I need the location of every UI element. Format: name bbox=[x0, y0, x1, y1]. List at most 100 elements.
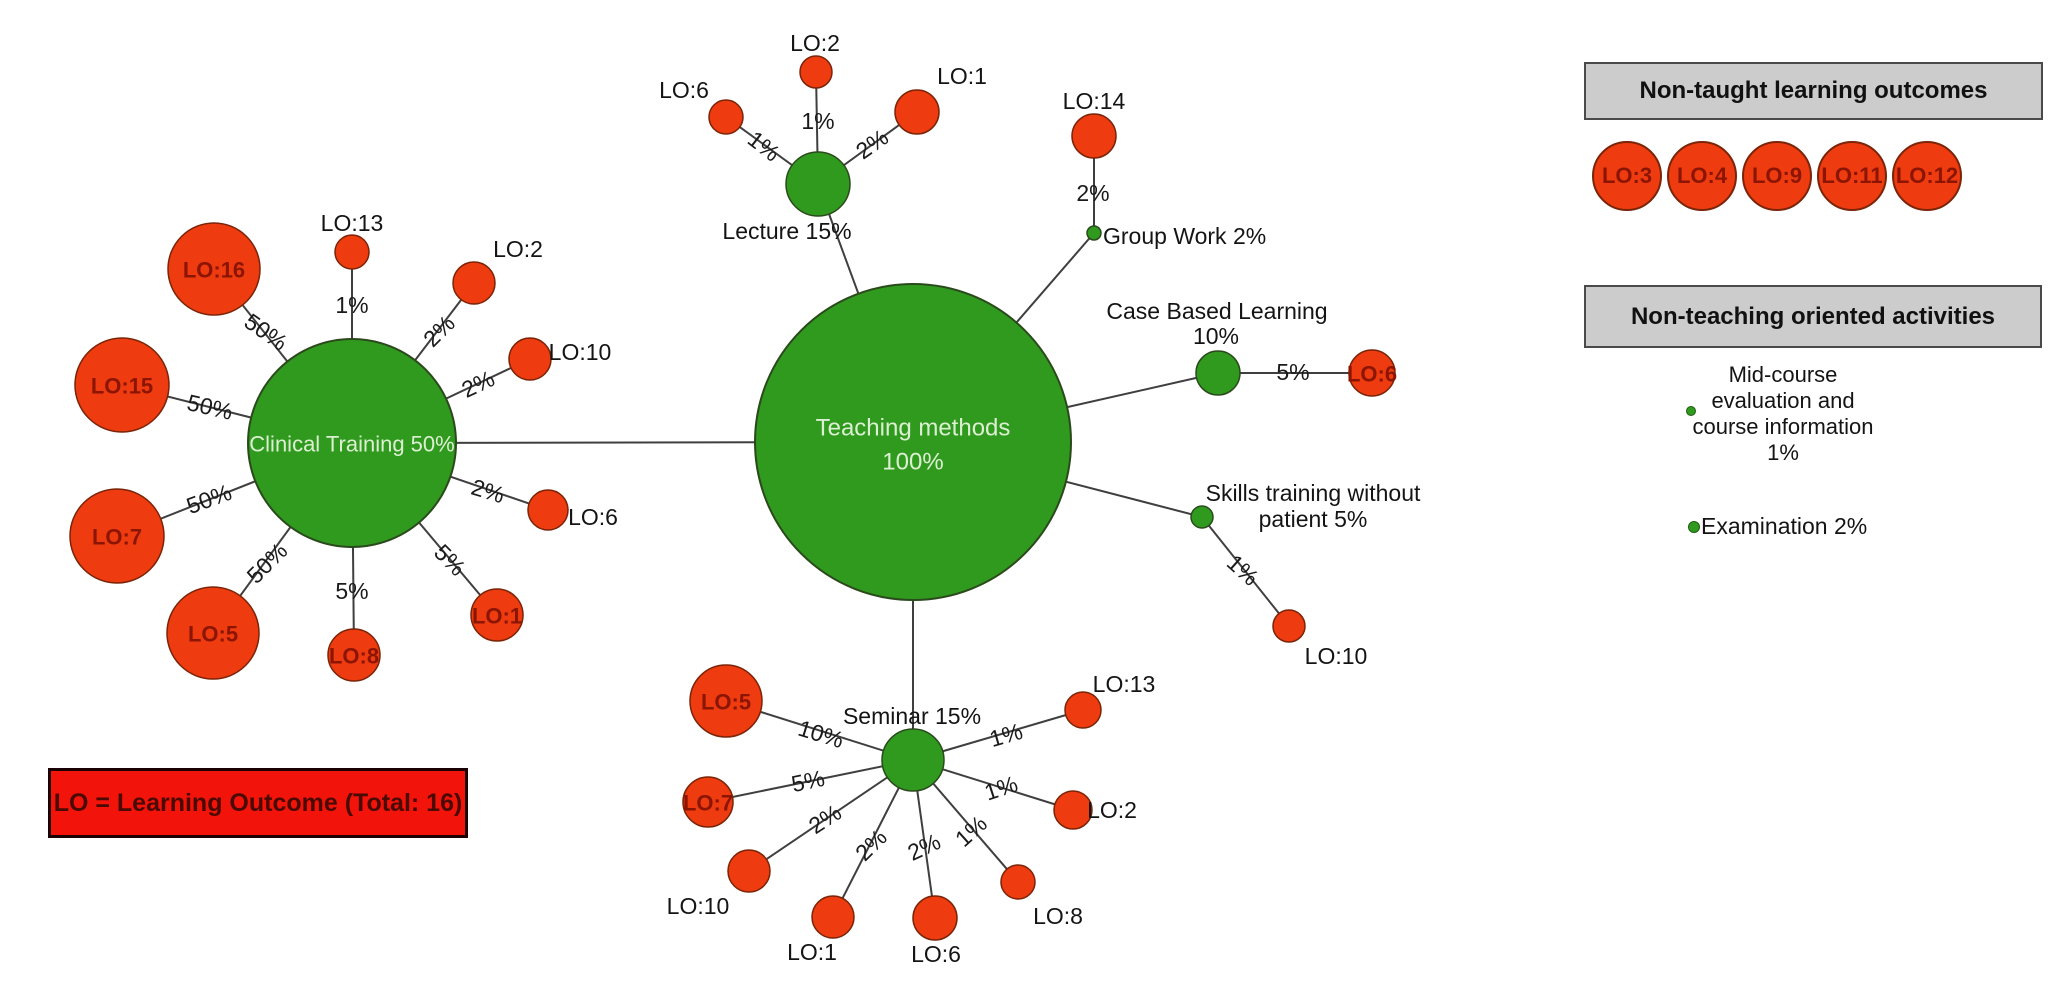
edge-seminar-sem-lo7 bbox=[707, 759, 914, 803]
node-cl-lo15 bbox=[74, 337, 170, 433]
node-sem-lo13 bbox=[1064, 691, 1102, 729]
label-lo-8-19: LO:8 bbox=[1033, 903, 1083, 929]
edge-label-groupwork-gw-lo14: 2% bbox=[1076, 180, 1109, 206]
label-patient-5--13: patient 5% bbox=[1259, 506, 1368, 532]
edge-label-lecture-lec-lo6: 1% bbox=[743, 126, 785, 167]
edge-seminar-sem-lo10 bbox=[748, 759, 914, 872]
label-lo-13-0: LO:13 bbox=[321, 210, 384, 236]
label-lo-6-3: LO:6 bbox=[568, 504, 618, 530]
label-10--11: 10% bbox=[1193, 323, 1239, 349]
label-lo-1-6: LO:1 bbox=[937, 63, 987, 89]
node-label-cl-lo15: LO:15 bbox=[91, 374, 153, 399]
edge-label-skills-sk-lo10: 1% bbox=[1222, 549, 1264, 591]
edge-label-seminar-sem-lo13: 1% bbox=[986, 718, 1025, 752]
examination-item: Examination 2% bbox=[1688, 513, 1867, 540]
label-lecture-15--7: Lecture 15% bbox=[722, 218, 851, 244]
midcourse-line-3: course information bbox=[1692, 414, 1874, 439]
node-label-sem-lo7: LO:7 bbox=[683, 791, 733, 816]
non-taught-lo-2: LO:4 bbox=[1667, 141, 1737, 211]
node-label-sem-lo5: LO:5 bbox=[701, 690, 751, 715]
node-sem-lo8 bbox=[1000, 864, 1036, 900]
node-cl-lo6 bbox=[527, 489, 569, 531]
non-taught-lo-4: LO:11 bbox=[1817, 141, 1887, 211]
edge-label-seminar-sem-lo6: 2% bbox=[903, 828, 944, 866]
node-sem-lo10 bbox=[727, 849, 771, 893]
hub-label-teaching-0: Teaching methods bbox=[816, 415, 1011, 442]
node-cl-lo13 bbox=[334, 234, 370, 270]
node-label-cl-lo7: LO:7 bbox=[92, 525, 142, 550]
node-label-cl-lo16: LO:16 bbox=[183, 258, 245, 283]
edge-label-clinical-cl-lo10: 2% bbox=[457, 365, 498, 403]
legend-non-taught-header-box: Non-taught learning outcomes bbox=[1584, 62, 2043, 120]
edge-label-clinical-cl-lo5: 50% bbox=[242, 538, 293, 589]
hub-label-teaching-1: 100% bbox=[882, 449, 943, 476]
node-cl-lo2 bbox=[452, 261, 496, 305]
node-cl-lo10 bbox=[508, 337, 552, 381]
label-lo-14-8: LO:14 bbox=[1063, 88, 1126, 114]
midcourse-line-4: 1% bbox=[1767, 440, 1799, 465]
midcourse-line-2: evaluation and bbox=[1711, 388, 1855, 413]
node-lecture bbox=[785, 151, 851, 217]
node-cl-lo5 bbox=[166, 586, 260, 680]
label-lo-6-18: LO:6 bbox=[911, 941, 961, 967]
non-taught-lo-3: LO:9 bbox=[1742, 141, 1812, 211]
node-sem-lo7 bbox=[682, 776, 734, 828]
label-lo-10-16: LO:10 bbox=[667, 893, 730, 919]
edge-label-casebased-cb-lo6: 5% bbox=[1276, 359, 1309, 385]
label-lo-2-5: LO:2 bbox=[790, 30, 840, 56]
node-label-cl-lo5: LO:5 bbox=[188, 622, 238, 647]
midcourse-item: Mid-course evaluation and course informa… bbox=[1653, 362, 1913, 466]
node-skills bbox=[1190, 505, 1214, 529]
node-lec-lo2 bbox=[799, 55, 833, 89]
midcourse-bullet-icon bbox=[1686, 406, 1696, 416]
edge-label-clinical-cl-lo8: 5% bbox=[335, 578, 368, 604]
non-taught-lo-1: LO:3 bbox=[1592, 141, 1662, 211]
node-lec-lo6 bbox=[708, 99, 744, 135]
edge-label-seminar-sem-lo1: 2% bbox=[850, 824, 892, 866]
edge-label-lecture-lec-lo2: 1% bbox=[801, 108, 834, 134]
legend-non-teaching-header-box: Non-teaching oriented activities bbox=[1584, 285, 2042, 348]
edge-label-clinical-cl-lo15: 50% bbox=[185, 389, 236, 425]
lo-footnote-box: LO = Learning Outcome (Total: 16) bbox=[48, 768, 468, 838]
non-taught-lo-5: LO:12 bbox=[1892, 141, 1962, 211]
edge-label-clinical-cl-lo2: 2% bbox=[418, 310, 460, 352]
label-lo-1-17: LO:1 bbox=[787, 939, 837, 965]
label-skills-training-without-12: Skills training without bbox=[1206, 480, 1421, 506]
edge-label-lecture-lec-lo1: 2% bbox=[851, 124, 893, 164]
edge-label-clinical-cl-lo13: 1% bbox=[335, 292, 368, 318]
edge-label-clinical-cl-lo7: 50% bbox=[183, 479, 235, 519]
node-label-cb-lo6: LO:6 bbox=[1347, 362, 1397, 387]
node-label-cl-lo1: LO:1 bbox=[472, 604, 522, 629]
edge-label-seminar-sem-lo2: 1% bbox=[981, 770, 1021, 805]
non-taught-lo-row: LO:3 LO:4 LO:9 LO:11 LO:12 bbox=[1592, 141, 1962, 211]
hub-label-clinical-0: Clinical Training 50% bbox=[249, 432, 454, 457]
node-sk-lo10 bbox=[1272, 609, 1306, 643]
node-cl-lo7 bbox=[69, 488, 165, 584]
edge-label-seminar-sem-lo5: 10% bbox=[795, 715, 847, 753]
node-sem-lo2 bbox=[1053, 790, 1093, 830]
edge-skills-sk-lo10 bbox=[1201, 516, 1290, 627]
node-clinical bbox=[247, 338, 457, 548]
lo-footnote-text: LO = Learning Outcome (Total: 16) bbox=[53, 788, 463, 817]
legend-non-taught-title: Non-taught learning outcomes bbox=[1639, 77, 1988, 104]
examination-label: Examination 2% bbox=[1701, 513, 1868, 539]
label-lo-2-1: LO:2 bbox=[493, 236, 543, 262]
node-cl-lo1 bbox=[470, 588, 524, 642]
edge-label-seminar-sem-lo7: 5% bbox=[789, 765, 827, 797]
label-lo-13-21: LO:13 bbox=[1093, 671, 1156, 697]
label-group-work-2--9: Group Work 2% bbox=[1103, 223, 1266, 249]
label-lo-2-20: LO:2 bbox=[1087, 797, 1137, 823]
node-casebased bbox=[1195, 350, 1241, 396]
node-sem-lo1 bbox=[811, 895, 855, 939]
node-label-cl-lo8: LO:8 bbox=[329, 644, 379, 669]
edge-label-clinical-cl-lo16: 50% bbox=[240, 308, 293, 356]
label-lo-10-2: LO:10 bbox=[549, 339, 612, 365]
edge-label-clinical-cl-lo1: 5% bbox=[429, 539, 471, 581]
node-teaching bbox=[754, 283, 1072, 601]
legend-non-teaching-title: Non-teaching oriented activities bbox=[1630, 302, 1996, 330]
label-lo-6-4: LO:6 bbox=[659, 77, 709, 103]
node-sem-lo6 bbox=[912, 895, 958, 941]
label-seminar-15--15: Seminar 15% bbox=[843, 703, 981, 729]
